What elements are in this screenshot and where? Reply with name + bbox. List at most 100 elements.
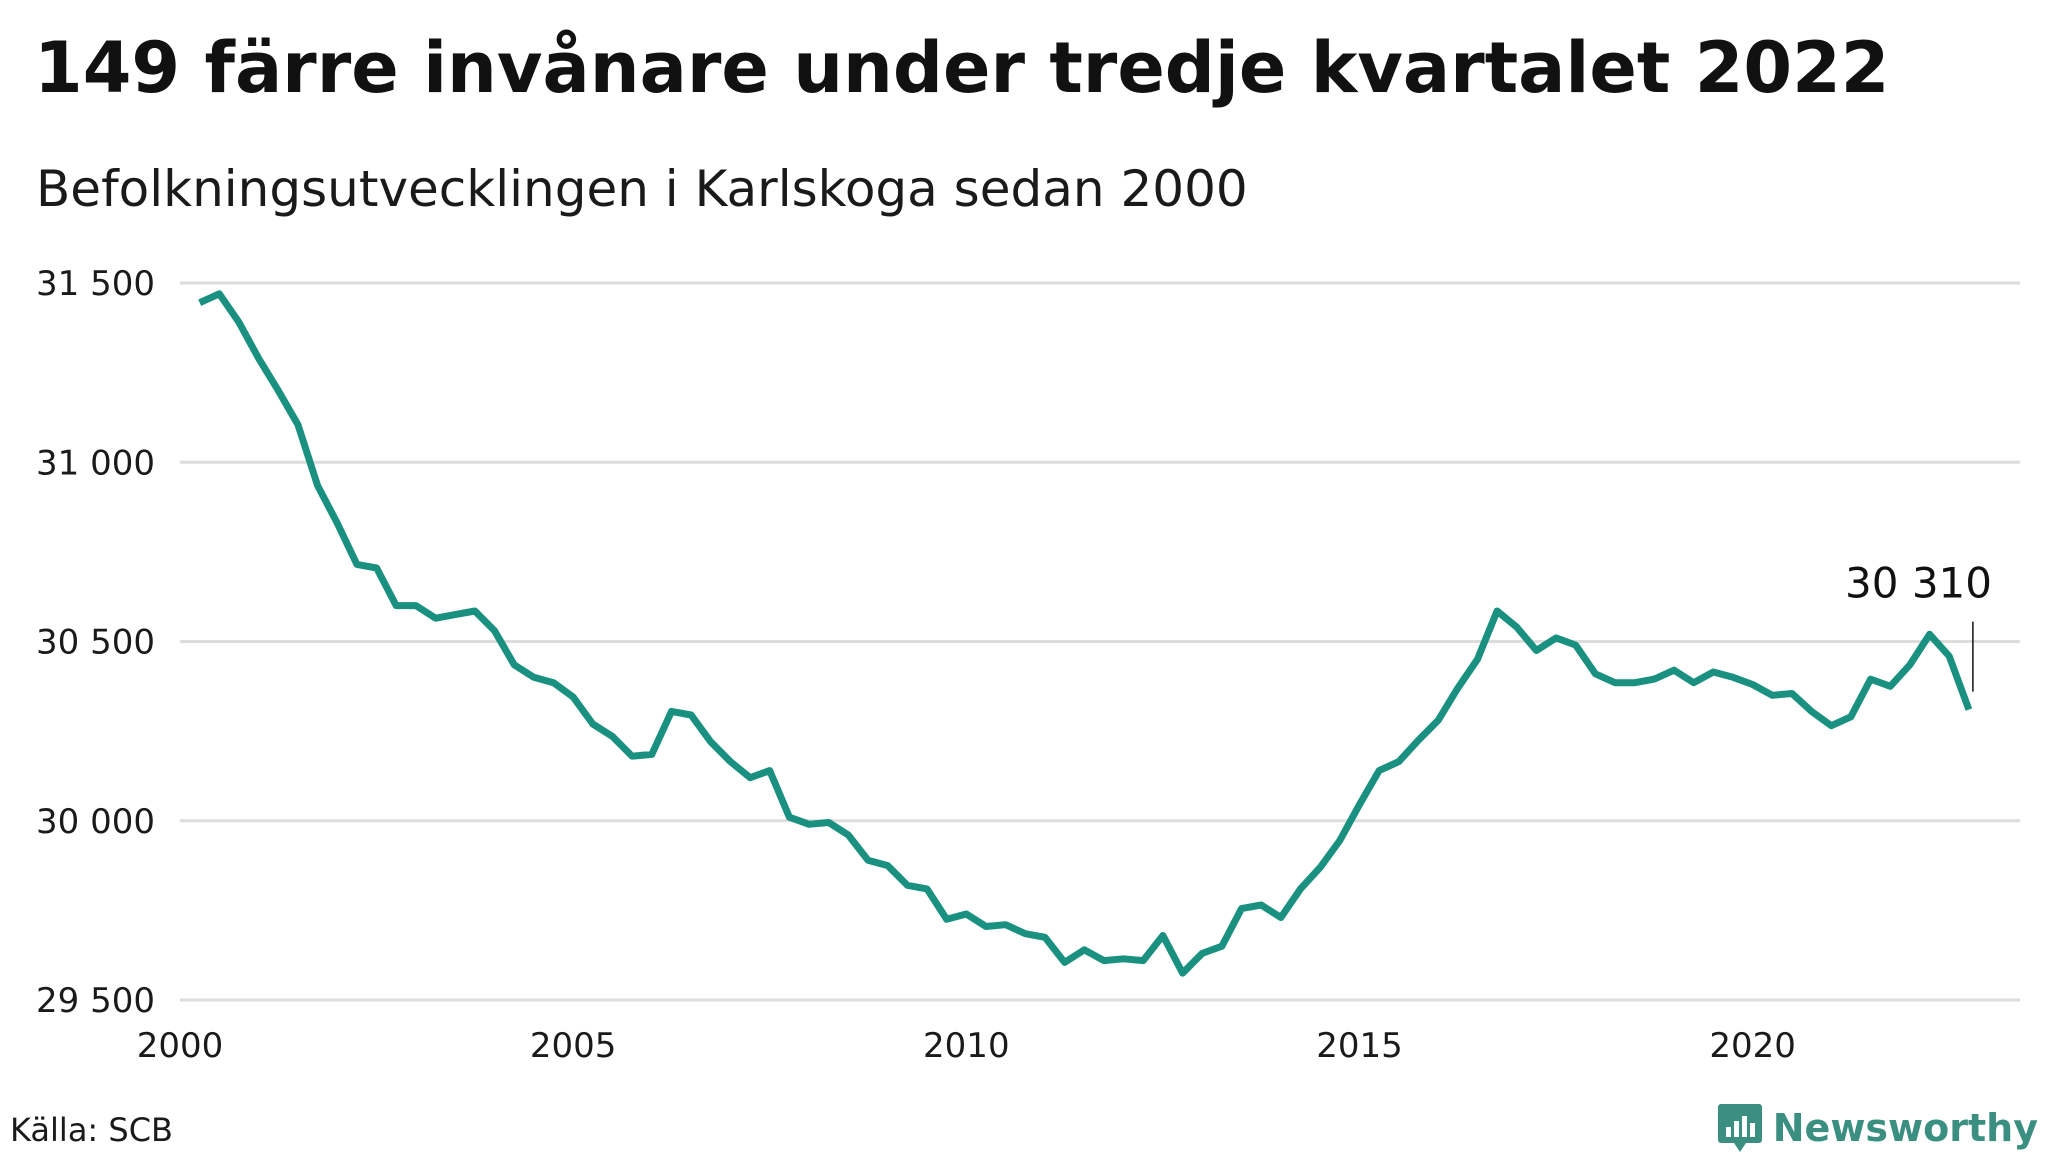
data-point [609, 733, 616, 740]
data-point [1336, 837, 1343, 844]
x-tick-label: 2005 [530, 1026, 617, 1066]
data-point [924, 885, 931, 892]
data-point [1297, 885, 1304, 892]
y-axis-ticks: 29 500 30 000 30 500 31 000 31 500 [36, 264, 155, 1021]
series-line [198, 290, 1973, 977]
data-point [1690, 679, 1697, 686]
data-point [570, 694, 577, 701]
data-point [1258, 901, 1265, 908]
data-point [314, 482, 321, 489]
data-point [1729, 674, 1736, 681]
data-point [393, 602, 400, 609]
data-point [1808, 708, 1815, 715]
brand-name: Newsworthy [1772, 1106, 2038, 1150]
data-point [550, 679, 557, 686]
data-point [196, 299, 203, 306]
data-point [491, 627, 498, 634]
data-point [589, 720, 596, 727]
data-point [1749, 681, 1756, 688]
data-point [786, 814, 793, 821]
data-point [353, 561, 360, 568]
data-point [904, 882, 911, 889]
y-tick-label: 30 500 [36, 623, 155, 663]
data-point [963, 910, 970, 917]
data-point [1553, 634, 1560, 641]
data-point [1671, 667, 1678, 674]
data-point [1395, 758, 1402, 765]
data-point [1592, 670, 1599, 677]
last-value-annotation: 30 310 [1845, 559, 1992, 608]
data-point [1847, 713, 1854, 720]
data-point [1710, 668, 1717, 675]
data-point [727, 758, 734, 765]
x-tick-label: 2000 [137, 1026, 224, 1066]
data-point [1533, 647, 1540, 654]
data-point [747, 774, 754, 781]
data-point [1100, 957, 1107, 964]
data-point [1179, 970, 1186, 977]
data-point [511, 661, 518, 668]
data-point [982, 923, 989, 930]
data-point [1218, 943, 1225, 950]
data-point [1081, 946, 1088, 953]
data-point [1356, 801, 1363, 808]
data-point [1474, 656, 1481, 663]
data-point [1002, 921, 1009, 928]
chart-subtitle: Befolkningsutvecklingen i Karlskoga seda… [36, 160, 1248, 218]
brand-logo: Newsworthy [1717, 1102, 2038, 1154]
x-tick-label: 2010 [923, 1026, 1010, 1066]
data-point [1769, 692, 1776, 699]
data-point [1965, 706, 1972, 713]
y-tick-label: 31 500 [36, 264, 155, 304]
x-tick-label: 2020 [1709, 1026, 1796, 1066]
data-point [884, 862, 891, 869]
data-point [1887, 683, 1894, 690]
grid-lines [180, 281, 2020, 1002]
data-point [688, 711, 695, 718]
data-point [334, 520, 341, 527]
data-point [294, 421, 301, 428]
data-point [629, 753, 636, 760]
data-point [865, 857, 872, 864]
data-point [648, 751, 655, 758]
data-point [1867, 676, 1874, 683]
data-point [1926, 631, 1933, 638]
data-point [1238, 905, 1245, 912]
x-axis-ticks: 2000 2005 2010 2015 2020 [137, 1026, 1796, 1066]
data-point [766, 767, 773, 774]
x-tick-label: 2015 [1316, 1026, 1403, 1066]
data-point [275, 387, 282, 394]
data-point [1376, 767, 1383, 774]
data-point [255, 355, 262, 362]
data-point [530, 674, 537, 681]
data-point [825, 819, 832, 826]
data-point [1120, 955, 1127, 962]
data-point [216, 290, 223, 297]
y-tick-label: 29 500 [36, 981, 155, 1021]
data-point [1061, 959, 1068, 966]
data-point [1022, 930, 1029, 937]
data-point [943, 916, 950, 923]
data-point [707, 738, 714, 745]
data-point [412, 602, 419, 609]
data-point [1435, 717, 1442, 724]
newsworthy-logo-icon [1717, 1104, 1762, 1152]
data-point [668, 708, 675, 715]
data-point [1159, 932, 1166, 939]
data-point [1415, 737, 1422, 744]
data-point [452, 611, 459, 618]
chart-title: 149 färre invånare under tredje kvartale… [34, 27, 1890, 109]
data-point [1199, 950, 1206, 957]
data-point [1906, 661, 1913, 668]
data-point [1454, 685, 1461, 692]
data-point [1494, 608, 1501, 615]
annotation-layer: 30 310 [1845, 559, 1992, 692]
data-point [1277, 914, 1284, 921]
data-point [471, 608, 478, 615]
data-point [1041, 934, 1048, 941]
data-point [1828, 722, 1835, 729]
data-point [1631, 679, 1638, 686]
data-point [845, 832, 852, 839]
series-layer [196, 290, 1973, 977]
